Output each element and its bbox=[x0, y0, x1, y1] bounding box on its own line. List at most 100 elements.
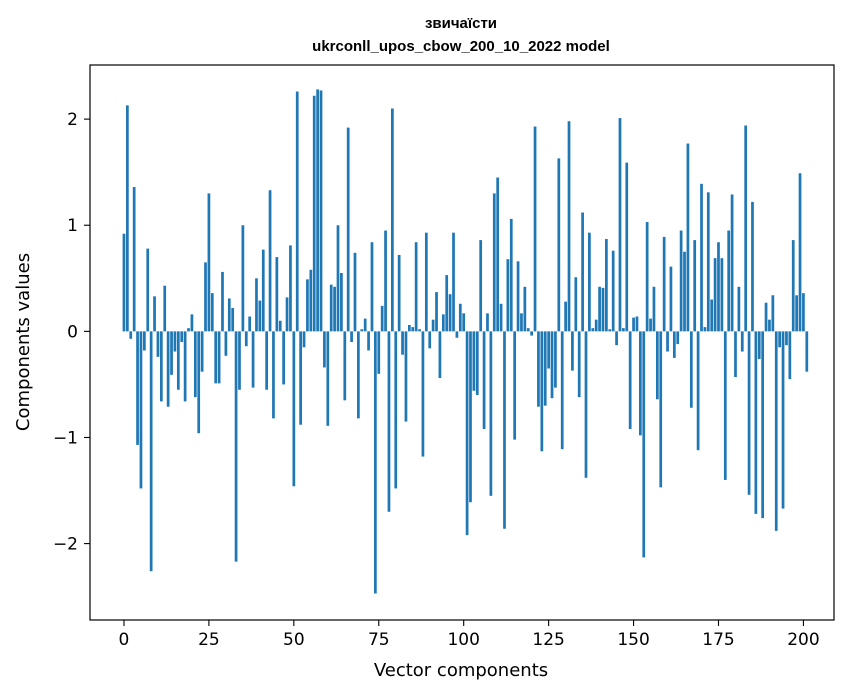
bar bbox=[581, 212, 584, 332]
y-tick-label: −2 bbox=[53, 535, 78, 555]
x-axis: 0 25 50 75 100 125 150 175 200 bbox=[119, 620, 820, 650]
bar bbox=[299, 331, 302, 425]
x-tick-label: 100 bbox=[447, 630, 479, 650]
bar bbox=[387, 331, 391, 512]
bar bbox=[258, 300, 262, 332]
bar bbox=[768, 319, 771, 332]
y-tick-label: −1 bbox=[53, 428, 78, 448]
bar bbox=[754, 331, 758, 514]
bar bbox=[465, 331, 469, 536]
bar bbox=[251, 331, 255, 388]
bar bbox=[530, 331, 533, 336]
bar bbox=[554, 331, 557, 388]
bar bbox=[452, 232, 455, 332]
bar bbox=[431, 319, 435, 332]
bar bbox=[469, 331, 472, 503]
x-tick-label: 125 bbox=[532, 630, 564, 650]
bar bbox=[482, 331, 486, 429]
bar bbox=[224, 331, 228, 356]
bar bbox=[472, 331, 476, 391]
bar bbox=[163, 285, 167, 332]
bar bbox=[312, 95, 316, 332]
bar bbox=[343, 331, 347, 401]
bar bbox=[526, 328, 530, 332]
bars-group bbox=[122, 89, 809, 594]
bar bbox=[605, 239, 608, 332]
bar bbox=[391, 108, 394, 332]
bar bbox=[329, 284, 333, 332]
bar bbox=[282, 331, 285, 385]
bar bbox=[170, 331, 173, 375]
bar bbox=[649, 318, 652, 332]
bar bbox=[720, 258, 724, 332]
bar bbox=[744, 125, 748, 332]
bar bbox=[309, 269, 313, 332]
bar bbox=[238, 331, 241, 390]
bar bbox=[778, 331, 781, 348]
bar bbox=[306, 279, 309, 332]
bar bbox=[217, 331, 221, 384]
x-tick-label: 0 bbox=[119, 630, 130, 650]
bar bbox=[156, 331, 160, 357]
bar bbox=[788, 331, 792, 380]
bar bbox=[295, 91, 299, 332]
bar bbox=[550, 331, 554, 399]
bar bbox=[380, 305, 384, 332]
bar bbox=[214, 331, 218, 384]
bar bbox=[751, 201, 754, 332]
bar bbox=[336, 225, 340, 332]
bar bbox=[506, 259, 510, 332]
bar bbox=[424, 232, 428, 332]
bar bbox=[642, 331, 646, 558]
bar bbox=[445, 275, 449, 332]
bar bbox=[662, 236, 666, 332]
bar bbox=[489, 331, 493, 496]
bar bbox=[584, 331, 588, 478]
y-tick-label: 2 bbox=[67, 110, 78, 130]
bar bbox=[275, 257, 279, 332]
bar bbox=[547, 331, 550, 369]
bar bbox=[798, 173, 802, 332]
bar bbox=[278, 320, 282, 332]
x-tick-label: 175 bbox=[702, 630, 734, 650]
bar bbox=[227, 298, 231, 332]
bar bbox=[706, 192, 710, 332]
bar bbox=[757, 331, 761, 359]
bar bbox=[513, 331, 517, 440]
bar bbox=[781, 331, 785, 509]
bar bbox=[173, 331, 177, 352]
bar bbox=[458, 303, 462, 332]
bar bbox=[265, 331, 269, 390]
bar bbox=[727, 230, 731, 332]
bar bbox=[503, 331, 506, 529]
y-tick-label: 0 bbox=[67, 322, 78, 342]
bar bbox=[204, 262, 207, 332]
bar bbox=[272, 331, 275, 419]
bar bbox=[200, 331, 204, 372]
bar bbox=[421, 331, 425, 457]
bar bbox=[785, 331, 788, 346]
bar bbox=[679, 230, 683, 332]
bar bbox=[564, 301, 567, 332]
bar bbox=[122, 233, 126, 332]
bar bbox=[289, 245, 292, 332]
bar bbox=[207, 193, 211, 332]
bar bbox=[441, 314, 445, 332]
bar bbox=[438, 331, 442, 379]
bar bbox=[340, 272, 343, 332]
bar bbox=[791, 240, 795, 332]
bar bbox=[608, 329, 612, 332]
bar bbox=[261, 249, 265, 332]
bar bbox=[740, 331, 744, 352]
x-tick-label: 75 bbox=[368, 630, 390, 650]
bar bbox=[176, 331, 180, 390]
bar bbox=[462, 313, 466, 332]
bar bbox=[350, 331, 353, 342]
bar bbox=[761, 331, 765, 519]
bar bbox=[686, 143, 690, 332]
bar bbox=[577, 331, 581, 398]
bar bbox=[666, 331, 669, 352]
bar bbox=[764, 302, 768, 332]
bar bbox=[221, 271, 224, 332]
